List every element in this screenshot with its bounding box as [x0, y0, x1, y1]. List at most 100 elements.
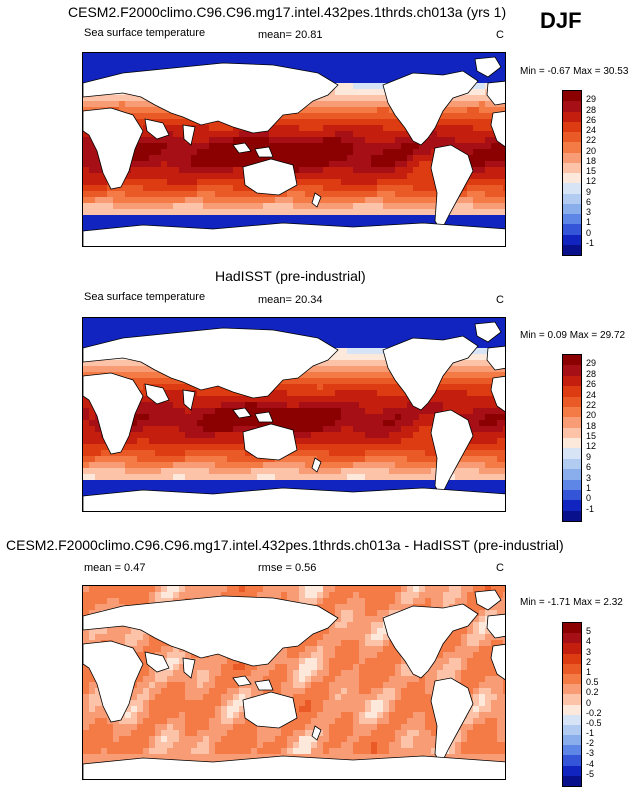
- colorbar-segment: [563, 224, 581, 234]
- colorbar-tick-label: -0.2: [586, 708, 602, 718]
- colorbar-segment: [563, 214, 581, 224]
- colorbar-segment: [563, 490, 581, 500]
- colorbar-tick-label: 22: [586, 135, 596, 145]
- panel3-units: C: [496, 562, 504, 574]
- panel3-minmax: Min = -1.71 Max = 2.32: [520, 597, 623, 608]
- colorbar-tick-label: 0.2: [586, 687, 599, 697]
- panel2-minmax: Min = 0.09 Max = 29.72: [520, 330, 625, 341]
- colorbar-tick-label: 3: [586, 647, 591, 657]
- colorbar-segment: [563, 173, 581, 183]
- colorbar-segment: [563, 376, 581, 386]
- colorbar-segment: [563, 183, 581, 193]
- colorbar-tick-label: 18: [586, 421, 596, 431]
- colorbar-tick-label: -4: [586, 759, 594, 769]
- colorbar-segment: [563, 417, 581, 427]
- colorbar-segment: [563, 407, 581, 417]
- colorbar-segment: [563, 511, 581, 521]
- colorbar-segment: [563, 204, 581, 214]
- colorbar-segment: [563, 654, 581, 664]
- colorbar-segment: [563, 448, 581, 458]
- colorbar-tick-label: 5: [586, 626, 591, 636]
- colorbar-tick-label: -1: [586, 238, 594, 248]
- colorbar-segment: [563, 725, 581, 735]
- panel2-map: [82, 317, 506, 512]
- colorbar-segment: [563, 101, 581, 111]
- colorbar-segment: [563, 386, 581, 396]
- colorbar-segment: [563, 194, 581, 204]
- land-outline: [83, 756, 506, 780]
- colorbar-tick-label: 15: [586, 166, 596, 176]
- colorbar-tick-label: -2: [586, 738, 594, 748]
- colorbar-segment: [563, 438, 581, 448]
- colorbar-tick-label: 0.5: [586, 677, 599, 687]
- panel2-variable: Sea surface temperature: [84, 291, 205, 303]
- colorbar-segment: [563, 397, 581, 407]
- panel3-mean: mean = 0.47: [84, 562, 145, 574]
- colorbar-segment: [563, 459, 581, 469]
- colorbar-tick-label: 28: [586, 369, 596, 379]
- panel1-colorbar: [562, 90, 582, 256]
- colorbar-tick-label: 24: [586, 125, 596, 135]
- colorbar-tick-label: -5: [586, 769, 594, 779]
- panel1-title: CESM2.F2000climo.C96.C96.mg17.intel.432p…: [68, 4, 506, 20]
- panel1-mean: mean= 20.81: [258, 29, 323, 41]
- colorbar-segment: [563, 633, 581, 643]
- colorbar-tick-label: 2: [586, 657, 591, 667]
- colorbar-segment: [563, 365, 581, 375]
- colorbar-tick-label: 29: [586, 358, 596, 368]
- panel1-variable: Sea surface temperature: [84, 27, 205, 39]
- colorbar-tick-label: 6: [586, 462, 591, 472]
- colorbar-segment: [563, 715, 581, 725]
- colorbar-tick-label: 1: [586, 667, 591, 677]
- colorbar-tick-label: 22: [586, 400, 596, 410]
- panel3-rmse: rmse = 0.56: [258, 562, 316, 574]
- land-outline: [83, 223, 506, 247]
- colorbar-segment: [563, 643, 581, 653]
- colorbar-tick-label: 0: [586, 698, 591, 708]
- colorbar-tick-label: 20: [586, 410, 596, 420]
- colorbar-segment: [563, 755, 581, 765]
- colorbar-segment: [563, 469, 581, 479]
- colorbar-tick-label: 9: [586, 187, 591, 197]
- colorbar-tick-label: 26: [586, 379, 596, 389]
- land-outline: [83, 488, 506, 512]
- colorbar-segment: [563, 132, 581, 142]
- colorbar-tick-label: 26: [586, 115, 596, 125]
- colorbar-tick-label: 0: [586, 493, 591, 503]
- colorbar-segment: [563, 91, 581, 101]
- panel3-map: [82, 585, 506, 780]
- colorbar-segment: [563, 674, 581, 684]
- colorbar-tick-label: 18: [586, 156, 596, 166]
- colorbar-segment: [563, 500, 581, 510]
- colorbar-tick-label: 12: [586, 441, 596, 451]
- colorbar-segment: [563, 153, 581, 163]
- colorbar-segment: [563, 623, 581, 633]
- colorbar-segment: [563, 235, 581, 245]
- colorbar-tick-label: 20: [586, 146, 596, 156]
- colorbar-segment: [563, 122, 581, 132]
- colorbar-segment: [563, 664, 581, 674]
- panel2-colorbar: [562, 354, 582, 522]
- colorbar-tick-label: 1: [586, 483, 591, 493]
- colorbar-segment: [563, 694, 581, 704]
- colorbar-tick-label: 15: [586, 431, 596, 441]
- colorbar-segment: [563, 735, 581, 745]
- colorbar-segment: [563, 766, 581, 776]
- colorbar-tick-label: 28: [586, 105, 596, 115]
- colorbar-tick-label: -0.5: [586, 718, 602, 728]
- panel2-mean: mean= 20.34: [258, 294, 323, 306]
- colorbar-segment: [563, 745, 581, 755]
- panel2-title: HadISST (pre-industrial): [215, 268, 366, 284]
- colorbar-tick-label: 9: [586, 452, 591, 462]
- colorbar-segment: [563, 428, 581, 438]
- colorbar-tick-label: -1: [586, 504, 594, 514]
- colorbar-segment: [563, 705, 581, 715]
- colorbar-segment: [563, 245, 581, 255]
- colorbar-tick-label: 12: [586, 176, 596, 186]
- panel1-minmax: Min = -0.67 Max = 30.53: [520, 66, 628, 77]
- colorbar-segment: [563, 112, 581, 122]
- panel1-map: [82, 52, 506, 247]
- colorbar-tick-label: 4: [586, 636, 591, 646]
- panel3-colorbar: [562, 622, 582, 787]
- colorbar-tick-label: 29: [586, 94, 596, 104]
